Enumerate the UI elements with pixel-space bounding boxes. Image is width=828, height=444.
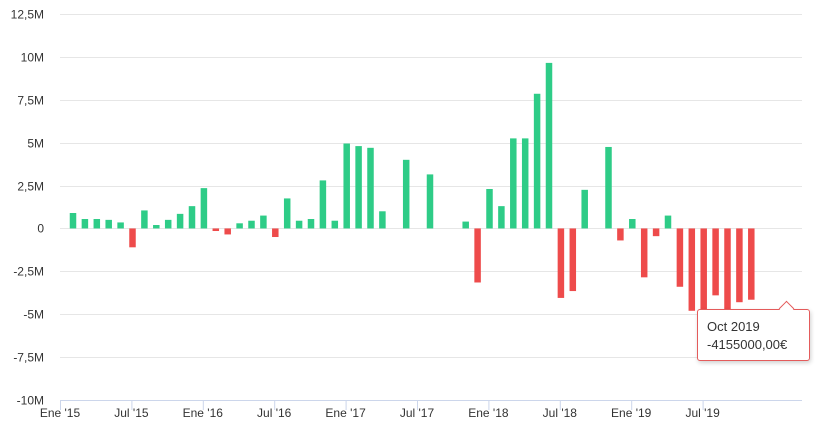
x-tick-label: Jul '18 — [543, 406, 578, 420]
y-tick-label: 2,5M — [17, 180, 44, 194]
x-tick-label: Jul '19 — [685, 406, 720, 420]
bar-positive[interactable] — [141, 210, 148, 229]
x-axis-tick-labels: Ene '15 Jul '15 Ene '16 Jul '16 Ene '17 Jul '… — [40, 400, 720, 420]
bar-negative[interactable] — [272, 228, 279, 238]
bar-positive[interactable] — [260, 215, 267, 229]
y-tick-label: -7,5M — [13, 351, 44, 365]
bar-positive[interactable] — [521, 138, 529, 229]
bar-positive[interactable] — [283, 198, 291, 229]
bar-negative[interactable] — [700, 228, 707, 310]
bar-positive[interactable] — [498, 206, 505, 229]
x-tick-label: Ene '19 — [611, 406, 652, 420]
y-tick-label: 7,5M — [17, 94, 44, 108]
bar-positive[interactable] — [236, 223, 243, 229]
bar-negative[interactable] — [736, 228, 743, 303]
bar-negative[interactable] — [474, 228, 481, 283]
bar-positive[interactable] — [248, 220, 255, 229]
bar-positive[interactable] — [545, 62, 553, 229]
tooltip-value: -4155000,00€ — [707, 337, 788, 352]
x-tick-label: Ene '16 — [183, 406, 224, 420]
bar-negative[interactable] — [129, 228, 136, 248]
bar-positive[interactable] — [355, 146, 362, 229]
bar-positive[interactable] — [81, 219, 89, 229]
x-tick-label: Jul '15 — [114, 406, 149, 420]
bar-negative[interactable] — [557, 228, 565, 298]
bar-negative[interactable] — [712, 228, 719, 296]
bar-positive[interactable] — [462, 221, 469, 229]
bar-positive[interactable] — [664, 215, 672, 229]
y-axis-tick-labels: 12,5M 10M 7,5M 5M 2,5M 0 -2,5M -5M -7,5M -10M — [11, 8, 45, 408]
bar-negative[interactable] — [748, 228, 755, 300]
chart-tooltip: Oct 2019 -4155000,00€ — [697, 300, 810, 361]
x-tick-label: Jul '17 — [400, 406, 435, 420]
bar-negative[interactable] — [724, 228, 731, 315]
y-tick-label: 5M — [27, 137, 44, 151]
bar-positive[interactable] — [605, 146, 612, 229]
bar-positive[interactable] — [164, 219, 172, 229]
y-tick-label: 10M — [21, 51, 44, 65]
bar-positive[interactable] — [510, 138, 517, 229]
bar-positive[interactable] — [153, 225, 160, 229]
bar-positive[interactable] — [426, 174, 434, 229]
bar-positive[interactable] — [307, 219, 315, 229]
bar-positive[interactable] — [486, 188, 493, 229]
bar-positive[interactable] — [188, 206, 196, 229]
bar-positive[interactable] — [402, 159, 410, 229]
x-tick-label: Ene '17 — [325, 406, 366, 420]
y-tick-label: -2,5M — [13, 265, 44, 279]
y-tick-label: 12,5M — [11, 8, 44, 22]
bar-positive[interactable] — [295, 220, 303, 229]
bar-positive[interactable] — [93, 219, 101, 229]
y-tick-label: -10M — [17, 394, 44, 408]
y-tick-label: -5M — [23, 308, 44, 322]
bar-positive[interactable] — [331, 220, 339, 229]
bar-negative[interactable] — [569, 228, 577, 292]
bar-negative[interactable] — [640, 228, 648, 278]
bar-positive[interactable] — [105, 219, 112, 229]
bar-positive[interactable] — [343, 143, 350, 229]
bar-negative[interactable] — [652, 228, 660, 237]
bar-negative[interactable] — [212, 228, 220, 232]
bar-negative[interactable] — [676, 228, 684, 287]
bar-negative[interactable] — [688, 228, 696, 311]
bar-positive[interactable] — [117, 222, 124, 229]
bar-positive[interactable] — [200, 188, 208, 229]
y-tick-label: 0 — [37, 222, 44, 236]
x-tick-label: Ene '18 — [468, 406, 509, 420]
bar-negative[interactable] — [617, 228, 624, 241]
bar-positive[interactable] — [379, 211, 386, 229]
bar-positive[interactable] — [176, 213, 184, 229]
bar-positive[interactable] — [69, 213, 77, 229]
x-tick-label: Jul '16 — [257, 406, 292, 420]
bar-negative[interactable] — [224, 228, 231, 235]
bar-positive[interactable] — [629, 219, 636, 229]
x-tick-label: Ene '15 — [40, 406, 81, 420]
bar-positive[interactable] — [367, 147, 374, 229]
bar-positive[interactable] — [319, 180, 327, 229]
tooltip-label: Oct 2019 — [707, 319, 760, 334]
bar-positive[interactable] — [533, 93, 541, 229]
bar-positive[interactable] — [581, 189, 588, 229]
bars — [69, 62, 755, 315]
